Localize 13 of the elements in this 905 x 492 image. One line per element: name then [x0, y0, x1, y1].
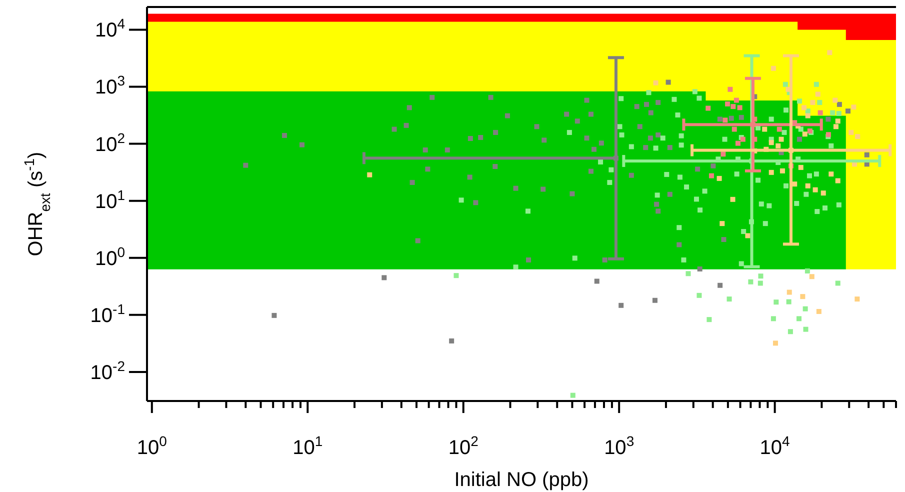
y-tick-label: 10$^{3}$ [94, 72, 126, 99]
y-tick-label: 10$^{0}$ [94, 244, 126, 270]
x-tick-label: 10$^{0}$ [136, 433, 168, 459]
y-tick-label: 10$^{-1}$ [90, 300, 126, 327]
x-tick-label: 10$^{1}$ [292, 433, 323, 459]
y-tick-label: 10$^{-2}$ [90, 358, 126, 384]
x-tick-label: 10$^{2}$ [448, 433, 479, 459]
x-axis-title: Initial NO (ppb) [454, 469, 589, 491]
x-tick-label: 10$^{4}$ [760, 433, 790, 459]
y-tick-label: 10$^{4}$ [94, 16, 126, 42]
x-tick-label: 10$^{3}$ [604, 433, 634, 459]
y-tick-label: 10$^{2}$ [94, 130, 126, 156]
y-tick-label: 10$^{1}$ [94, 186, 126, 213]
